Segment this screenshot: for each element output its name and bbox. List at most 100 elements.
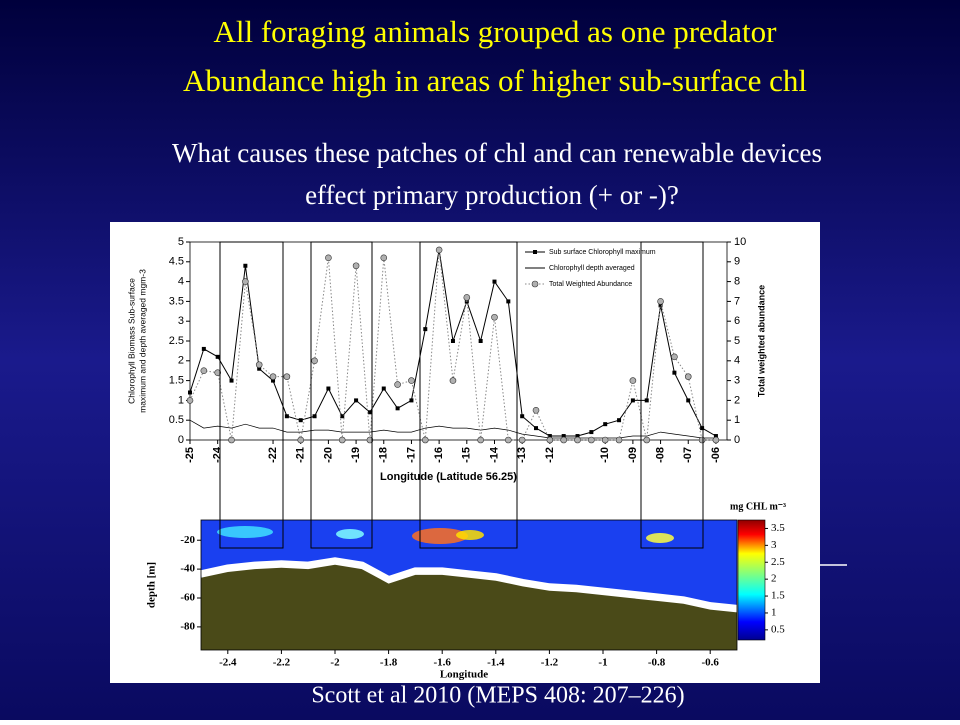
data-point <box>340 414 345 419</box>
subtitle-line: What causes these patches of chl and can… <box>172 138 822 168</box>
colorbar-tick-label: 1.5 <box>771 590 785 602</box>
data-point <box>423 327 428 332</box>
data-point <box>506 299 511 304</box>
data-point <box>409 398 414 403</box>
seabed-edge <box>200 557 738 614</box>
data-point <box>201 346 206 351</box>
legend-marker <box>531 280 539 288</box>
chl-patch <box>412 528 468 544</box>
y2-tick-label: 9 <box>734 256 740 268</box>
y-tick-label: 1.5 <box>169 375 184 387</box>
y-tick-label: 3.5 <box>169 295 184 307</box>
x-tick-label: -13 <box>516 447 528 463</box>
data-point <box>478 339 483 343</box>
colorbar-tick-label: 1 <box>771 606 777 618</box>
data-point <box>312 414 317 419</box>
x-tick-label: -20 <box>322 447 334 463</box>
data-point <box>671 353 678 361</box>
data-point <box>712 436 720 444</box>
data-point <box>200 367 208 375</box>
data-point <box>713 434 718 439</box>
y2-tick-label: 10 <box>734 236 746 248</box>
chl-patch <box>646 533 674 543</box>
x-tick-label: -07 <box>682 447 694 463</box>
data-point <box>257 366 262 371</box>
colorbar-tick-label: 0.5 <box>771 623 785 635</box>
y-tick-label: -80 <box>180 620 195 632</box>
x-tick-label: -25 <box>184 447 196 463</box>
x-axis-label: Longitude (Latitude 56.25) <box>380 471 517 483</box>
data-point <box>352 262 360 270</box>
highlight-box <box>419 241 518 549</box>
data-point <box>408 377 415 384</box>
data-point <box>186 397 194 404</box>
data-point <box>588 436 595 444</box>
data-point <box>271 378 276 383</box>
data-point <box>463 294 471 301</box>
data-point <box>657 298 664 305</box>
data-point <box>381 386 386 391</box>
data-point <box>561 434 566 439</box>
legend-label: Sub surface Chlorophyll maximum <box>549 249 656 256</box>
data-point <box>684 373 692 380</box>
x-tick-label: -18 <box>378 447 390 463</box>
y-tick-label: -40 <box>180 563 195 575</box>
y-tick-label: 0.5 <box>169 414 184 426</box>
data-point <box>269 373 277 380</box>
data-point <box>601 436 609 444</box>
y2-tick-label: 1 <box>734 414 740 426</box>
data-point <box>214 369 221 376</box>
legend-label: Total Weighted Abundance <box>549 281 632 288</box>
data-point <box>532 406 540 414</box>
x-tick-label: -24 <box>212 446 224 463</box>
y-tick-label: -20 <box>180 534 195 546</box>
y2-tick-label: 6 <box>734 315 740 327</box>
y-axis-label: depth [m] <box>146 562 158 608</box>
y-tick-label: 4 <box>178 276 184 288</box>
colorbar-tick-label: 2 <box>771 573 777 585</box>
y2-axis-label: Total weighted abundance <box>756 285 766 397</box>
x-tick-label: -2.2 <box>273 657 291 669</box>
data-point <box>435 246 443 254</box>
data-point <box>686 398 691 403</box>
data-point <box>311 357 318 365</box>
x-tick-label: -08 <box>654 447 666 463</box>
x-tick-label: -15 <box>461 447 473 463</box>
chl-patch <box>217 526 273 538</box>
data-point <box>283 373 291 380</box>
y2-tick-label: 0 <box>734 434 740 446</box>
x-tick-label: -19 <box>350 447 362 463</box>
y2-tick-label: 3 <box>734 375 740 387</box>
data-point <box>326 386 331 391</box>
data-point <box>629 377 637 384</box>
x-tick-label: -14 <box>488 446 500 463</box>
data-point <box>366 436 374 444</box>
data-point <box>449 377 457 384</box>
data-point <box>534 426 539 431</box>
x-tick-label: -09 <box>627 447 639 463</box>
data-point <box>395 406 400 411</box>
legend-marker <box>533 250 537 254</box>
data-point <box>603 422 608 427</box>
data-point <box>547 434 552 439</box>
data-point <box>325 254 332 262</box>
data-point <box>589 430 594 435</box>
data-point <box>450 339 455 343</box>
x-tick-label: -06 <box>710 447 722 463</box>
data-point <box>672 370 677 375</box>
colorbar-title: mg CHL m⁻³ <box>730 501 786 512</box>
data-point <box>188 390 192 395</box>
colorbar-tick-label: 3.5 <box>771 522 785 534</box>
series-line <box>189 419 716 439</box>
highlight-box <box>219 241 284 549</box>
seabed <box>201 564 737 650</box>
data-point <box>560 436 567 444</box>
data-point <box>297 436 305 444</box>
x-tick-label: -10 <box>599 447 611 463</box>
highlight-box <box>640 241 704 549</box>
x-tick-label: -21 <box>295 447 307 463</box>
y-tick-label: 3 <box>178 315 184 327</box>
x-tick-label: -16 <box>433 447 445 463</box>
data-point <box>228 436 235 444</box>
